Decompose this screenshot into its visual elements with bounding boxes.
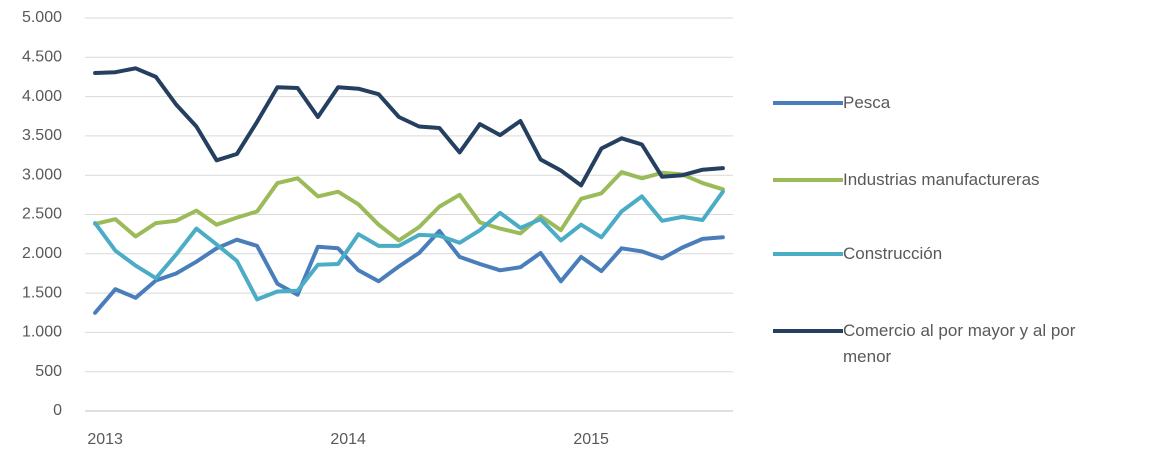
legend-label: Pesca [843,93,891,112]
series-line [93,66,725,188]
legend-swatch [773,252,843,256]
legend-swatch [773,329,843,333]
legend-swatch [773,101,843,105]
legend-swatch [773,178,843,182]
series-line [93,170,725,243]
y-tick-label: 5.000 [22,9,62,26]
y-tick-label: 1.000 [22,324,62,341]
legend-item: Industrias manufactureras [773,167,1133,193]
x-tick-label: 2015 [573,431,609,448]
y-tick-label: 2.000 [22,245,62,262]
y-tick-label: 1.500 [22,284,62,301]
y-tick-label: 3.500 [22,127,62,144]
series-line [93,229,725,315]
legend-label: Industrias manufactureras [843,170,1040,189]
y-tick-label: 4.500 [22,49,62,66]
legend-item: Comercio al por mayor y al por menor [773,318,1133,370]
y-tick-label: 3.000 [22,166,62,183]
y-tick-label: 2.500 [22,206,62,223]
x-tick-label: 2013 [87,431,123,448]
legend-label: Comercio al por mayor y al por menor [843,321,1076,366]
y-tick-label: 4.000 [22,88,62,105]
y-tick-label: 0 [53,402,62,419]
legend-label: Construcción [843,244,943,263]
legend-item: Pesca [773,90,1133,116]
y-tick-label: 500 [35,363,62,380]
legend-item: Construcción [773,241,1133,267]
series-line [93,189,725,302]
x-tick-label: 2014 [330,431,366,448]
